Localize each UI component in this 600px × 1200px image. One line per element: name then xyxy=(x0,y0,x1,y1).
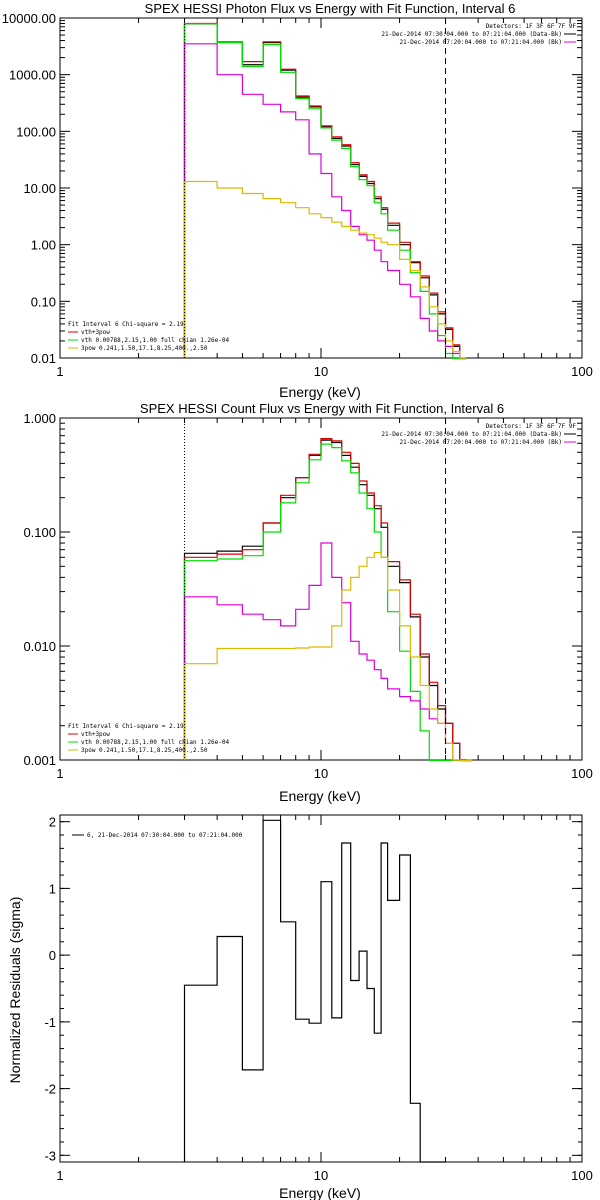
panel-1-title: SPEX HESSI Photon Flux vs Energy with Fi… xyxy=(145,1,516,16)
y-tick-label: 100.00 xyxy=(16,124,56,139)
legend-entry-text: 21-Dec-2014 07:30:04.000 to 07:21:04.000… xyxy=(381,431,562,438)
panel-3-xlabel: Energy (keV) xyxy=(279,1185,361,1200)
series-2-line xyxy=(183,22,467,360)
legend-fit-text: vth+3pow xyxy=(81,329,110,336)
x-tick-label: 10 xyxy=(314,364,328,379)
x-tick-label: 10 xyxy=(314,1168,328,1183)
panel-2-xlabel: Energy (keV) xyxy=(279,788,361,804)
legend-entry-text: 21-Dec-2014 07:20:04.000 to 07:21:04.000… xyxy=(399,39,562,46)
legend-fit-header: Fit Interval 6 Chi-square = 2.19 xyxy=(68,723,184,730)
y-tick-label: 0.010 xyxy=(23,639,56,654)
y-tick-label: -1 xyxy=(44,1015,56,1030)
y-tick-label: 0 xyxy=(49,948,56,963)
y-tick-label: 0.001 xyxy=(23,753,56,768)
legend-detectors: Detectors: 1F 3F 6F 7F 9F xyxy=(486,23,577,30)
y-tick-label: 10000.00 xyxy=(2,11,56,26)
x-tick-label: 100 xyxy=(571,1168,593,1183)
y-tick-label: 2 xyxy=(49,815,56,830)
y-tick-label: 0.100 xyxy=(23,525,56,540)
series-3-line xyxy=(183,23,467,360)
x-tick-label: 1 xyxy=(56,1168,63,1183)
panel-2-marks: 1 10 100 1.000 0.100 0.010 0.001 Detectors: 1F … xyxy=(23,411,592,781)
x-tick-label: 10 xyxy=(314,766,328,781)
panel-1-xlabel: Energy (keV) xyxy=(279,384,361,400)
legend-fit-text: vth+3pow xyxy=(81,731,110,738)
x-tick-label: 100 xyxy=(571,766,593,781)
legend-entry-text: 21-Dec-2014 07:20:04.000 to 07:21:04.000… xyxy=(399,439,562,446)
legend-residual-text: 6, 21-Dec-2014 07:30:04.000 to 07:21:04.… xyxy=(87,832,243,839)
y-tick-label: 1 xyxy=(49,881,56,896)
panel-1-marks: 1 10 100 10000.00 1000.00 100.00 10.00 1.00 0.10… xyxy=(2,11,593,379)
y-tick-label: 1000.00 xyxy=(9,68,56,83)
y-tick-label: 10.00 xyxy=(23,181,56,196)
panel-count-flux: SPEX HESSI Count Flux vs Energy with Fit… xyxy=(59,401,583,804)
y-tick-label: 0.01 xyxy=(31,351,56,366)
series-5-line xyxy=(183,552,473,762)
legend-fit-header: Fit Interval 6 Chi-square = 2.19 xyxy=(68,321,184,328)
y-tick-label: -3 xyxy=(44,1148,56,1163)
y-tick-label: 1.000 xyxy=(23,411,56,426)
legend-fit-text: vth 0.00788,2.15,1.00 full chian 1.26e-0… xyxy=(81,337,229,344)
chart-marks: 1 10 10010000.001000.00100.0010.001.000.10… xyxy=(2,11,593,1183)
panel-3-ylabel: Normalized Residuals (sigma) xyxy=(7,897,23,1084)
y-tick-label: -2 xyxy=(44,1082,56,1097)
series-5-line xyxy=(183,180,467,359)
legend-fit-text: 3pow 0.241,1.50,17.1,8.25,400.,2.50 xyxy=(81,345,208,352)
legend-fit-text: 3pow 0.241,1.50,17.1,8.25,400.,2.50 xyxy=(81,747,208,754)
x-tick-label: 1 xyxy=(56,766,63,781)
legend-entry-text: 21-Dec-2014 07:30:04.000 to 07:21:04.000… xyxy=(381,31,562,38)
series-1-line xyxy=(183,819,446,1163)
legend-fit-text: vth 0.00788,2.15,1.00 full chian 1.26e-0… xyxy=(81,739,229,746)
series-3-line xyxy=(183,443,473,762)
y-tick-label: 1.00 xyxy=(31,238,56,253)
panel-2-title: SPEX HESSI Count Flux vs Energy with Fit… xyxy=(140,401,504,416)
y-tick-label: 0.10 xyxy=(31,294,56,309)
x-tick-label: 100 xyxy=(571,364,593,379)
legend-detectors: Detectors: 1F 3F 6F 7F 9F xyxy=(486,423,577,430)
x-tick-label: 1 xyxy=(56,364,63,379)
